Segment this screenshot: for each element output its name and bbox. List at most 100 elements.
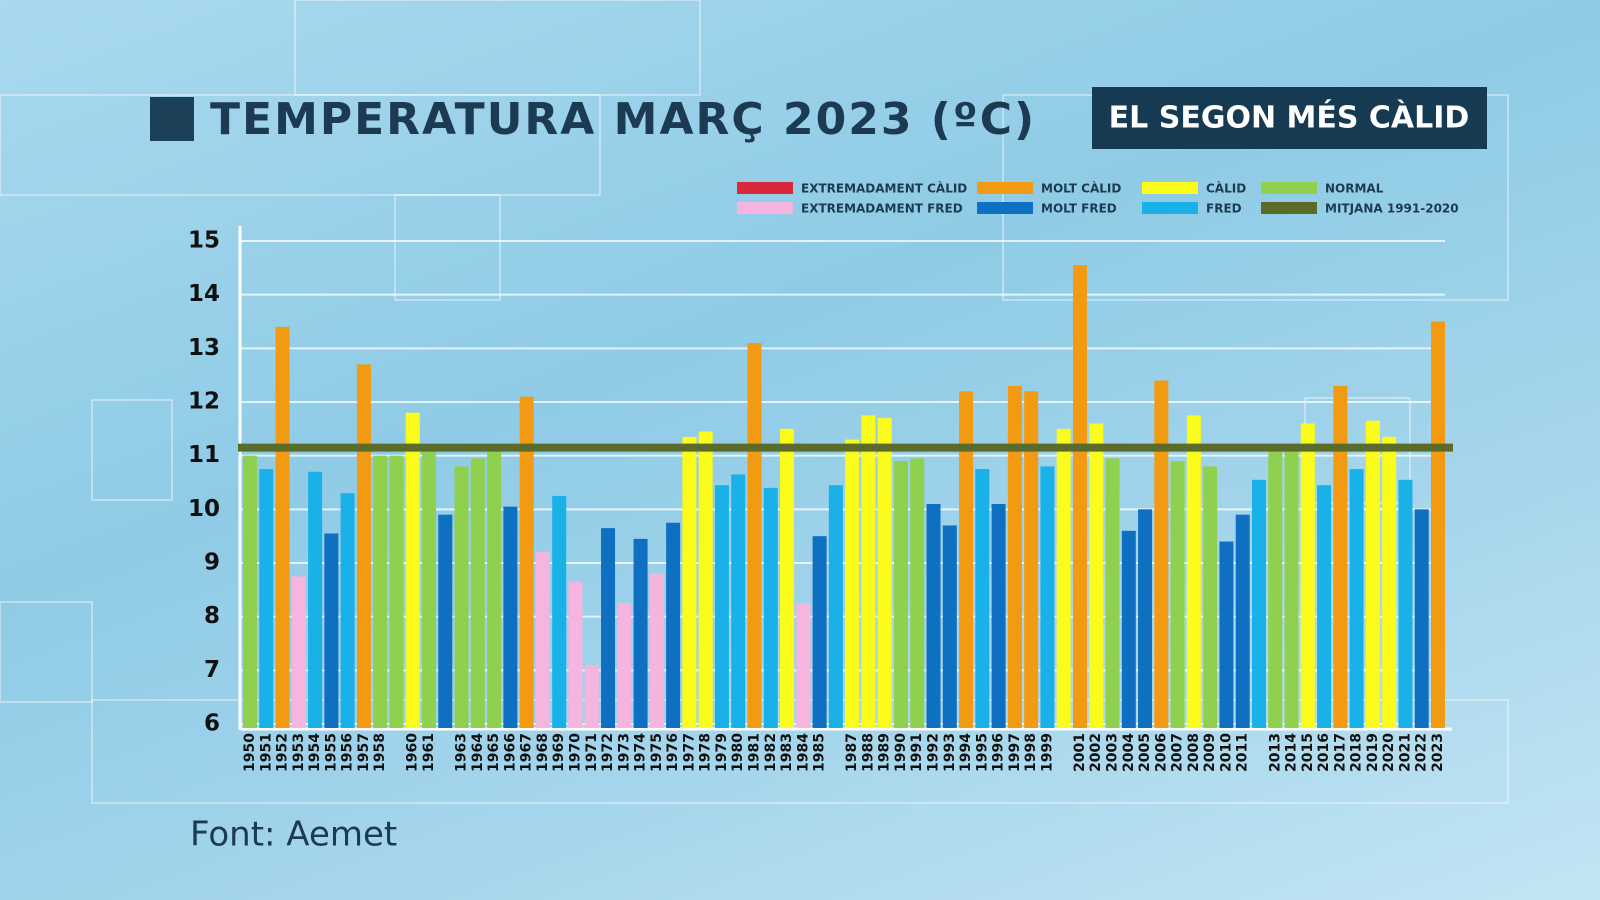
x-tick-label: 1988 [860,733,876,772]
bar [470,458,485,728]
x-tick-label: 1977 [681,733,697,772]
y-tick-label: 8 [204,603,220,629]
x-tick-label: 1996 [991,733,1007,772]
x-tick-label: 1963 [454,733,470,772]
x-tick-label: 1976 [665,733,681,772]
legend-label: MOLT FRED [1041,202,1117,216]
bar [389,455,404,728]
x-tick-label: 1965 [486,733,502,772]
bar [291,576,306,728]
x-tick-label: 2002 [1088,733,1104,772]
badge-box [1092,87,1487,149]
x-tick-label: 2003 [1105,733,1121,772]
y-tick-label: 11 [188,442,220,468]
x-tick-label: 2015 [1300,733,1316,772]
bar [910,458,925,728]
y-tick-label: 14 [188,281,220,307]
bar [1235,514,1250,728]
bar [926,503,941,728]
legend-swatch [977,182,1033,194]
x-tick-label: 1970 [567,733,583,772]
bar [747,342,762,728]
legend-label: CÀLID [1206,181,1246,196]
x-tick-label: 1973 [616,733,632,772]
x-tick-label: 1978 [698,733,714,772]
x-tick-label: 1966 [502,733,518,772]
x-tick-label: 1994 [958,733,974,772]
bar [682,436,697,728]
bar [633,538,648,728]
bar [454,466,469,728]
x-tick-label: 2004 [1121,733,1137,772]
bar [1398,479,1413,728]
x-tick-label: 1950 [242,733,258,772]
bar [812,536,827,728]
bar [1072,265,1087,728]
legend-label: MOLT CÀLID [1041,181,1121,196]
bar [243,455,257,728]
legend-swatch [1142,202,1198,214]
x-tick-label: 1960 [405,733,421,772]
x-tick-label: 1955 [323,733,339,772]
bar [649,573,664,728]
x-tick-label: 1961 [421,733,437,772]
x-tick-label: 1990 [893,733,909,772]
y-tick-label: 9 [204,550,220,576]
title-icon [150,97,194,141]
legend-swatch [737,202,793,214]
bar [552,495,567,728]
bar [1186,415,1201,728]
bar [601,528,616,728]
x-tick-label: 1999 [1039,733,1055,772]
bar [861,415,876,728]
y-tick-label: 10 [188,496,220,522]
bar [1105,458,1120,728]
bar [1349,469,1364,728]
bar [259,469,274,728]
bar [1024,391,1039,728]
x-tick-label: 1998 [1023,733,1039,772]
x-tick-label: 2006 [1153,733,1169,772]
x-tick-label: 1989 [877,733,893,772]
y-tick-label: 12 [188,389,220,415]
x-tick-label: 2007 [1170,733,1186,772]
x-tick-label: 2001 [1072,733,1088,772]
x-tick-label: 2014 [1284,733,1300,772]
legend-swatch [977,202,1033,214]
x-tick-label: 2018 [1349,733,1365,772]
x-tick-label: 1991 [909,733,925,772]
bar [1056,428,1071,728]
x-tick-label: 2023 [1430,733,1446,772]
x-tick-label: 2013 [1267,733,1283,772]
x-tick-label: 1951 [258,733,274,772]
x-tick-label: 1982 [763,733,779,772]
x-tick-label: 1992 [926,733,942,772]
bar [780,428,795,728]
x-tick-label: 2020 [1381,733,1397,772]
bar [1284,450,1299,728]
x-tick-label: 1979 [714,733,730,772]
x-tick-label: 1952 [275,733,291,772]
x-tick-label: 1971 [584,733,600,772]
x-tick-label: 1975 [649,733,665,772]
x-tick-label: 1954 [307,733,323,772]
x-tick-label: 1997 [1007,733,1023,772]
x-tick-label: 2017 [1332,733,1348,772]
bar [1170,461,1185,728]
bar [503,506,518,728]
x-tick-label: 2011 [1235,733,1251,772]
legend-label: MITJANA 1991-2020 [1325,202,1459,216]
bar [975,469,990,728]
legend-label: EXTREMADAMENT FRED [801,202,963,216]
x-tick-label: 2022 [1414,733,1430,772]
source: Font: Aemet [190,815,397,855]
bar [1138,509,1153,728]
x-tick-label: 1983 [779,733,795,772]
bar [1333,385,1348,728]
x-tick-label: 1969 [551,733,567,772]
bar [340,493,355,728]
bar [893,461,908,728]
x-tick-label: 2009 [1202,733,1218,772]
bar [763,487,778,728]
bar [1268,450,1283,728]
